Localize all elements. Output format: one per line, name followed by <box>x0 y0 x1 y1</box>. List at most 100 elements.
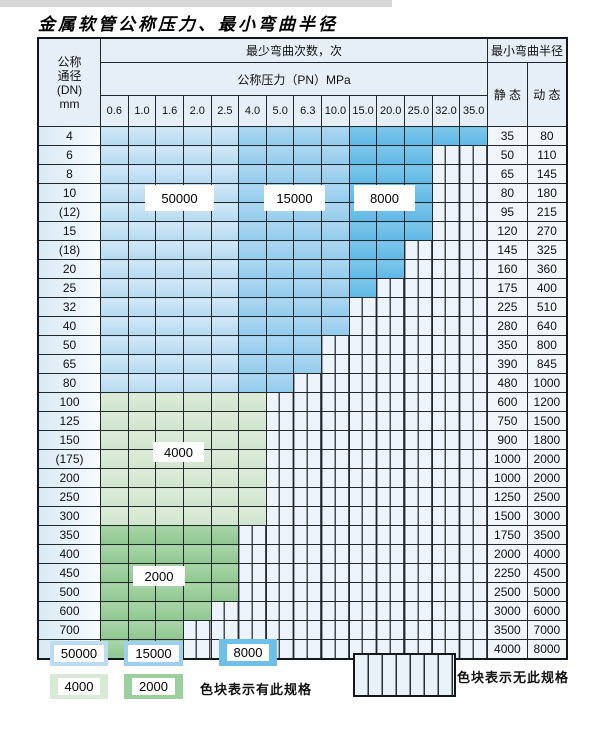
no-spec-cell <box>404 316 433 336</box>
spec-available-cell <box>155 221 184 241</box>
spec-available-cell <box>182 563 212 583</box>
pressure-column-header: 35.0 <box>459 95 488 127</box>
bend-cycles-header: 最少弯曲次数，次 <box>100 37 488 63</box>
no-spec-cell <box>431 506 461 526</box>
spec-available-cell <box>265 126 295 146</box>
no-spec-cell <box>321 430 350 450</box>
spec-available-cell <box>265 240 295 260</box>
static-radius-cell: 1500 <box>487 506 528 526</box>
spec-available-cell <box>321 221 350 241</box>
spec-available-cell <box>265 145 295 165</box>
no-spec-cell <box>431 221 461 241</box>
static-radius-cell: 1250 <box>487 487 528 507</box>
spec-available-cell <box>210 297 240 317</box>
spec-available-cell <box>100 316 129 336</box>
dn-cell: 700 <box>37 620 101 640</box>
no-spec-cell <box>321 468 350 488</box>
static-radius-cell: 1000 <box>487 468 528 488</box>
no-spec-cell <box>321 392 350 412</box>
no-spec-cell <box>431 468 461 488</box>
spec-available-cell <box>210 126 240 146</box>
spec-available-cell <box>238 316 267 336</box>
spec-available-cell <box>321 278 350 298</box>
spec-available-cell <box>100 392 129 412</box>
spec-available-cell <box>210 145 240 165</box>
no-spec-cell <box>293 582 323 602</box>
no-spec-cell <box>265 449 295 469</box>
no-spec-cell <box>459 316 488 336</box>
spec-available-cell <box>238 278 267 298</box>
no-spec-cell <box>210 601 240 621</box>
spec-available-cell <box>348 164 378 184</box>
spec-available-cell <box>155 316 184 336</box>
spec-available-cell <box>265 259 295 279</box>
spec-available-cell <box>238 240 267 260</box>
table-row: 125 750 1500 <box>37 411 568 431</box>
spec-available-cell <box>182 506 212 526</box>
spec-table-wrapper: 公称 通径 (DN) mm 最少弯曲次数，次 最小弯曲半径 公称压力（PN）MP… <box>37 37 568 660</box>
spec-available-cell <box>127 221 157 241</box>
pressure-column-header: 25.0 <box>404 95 433 127</box>
spec-available-cell <box>127 126 157 146</box>
spec-available-cell <box>182 259 212 279</box>
spec-available-cell <box>182 373 212 393</box>
no-spec-cell <box>348 487 378 507</box>
pressure-column-header: 1.6 <box>155 95 184 127</box>
no-spec-cell <box>293 601 323 621</box>
dynamic-radius-cell: 3500 <box>526 525 568 545</box>
dynamic-radius-cell: 8000 <box>526 639 568 660</box>
dynamic-radius-cell: 6000 <box>526 601 568 621</box>
no-spec-cell <box>459 601 488 621</box>
static-radius-cell: 95 <box>487 202 528 222</box>
dn-cell: 250 <box>37 487 101 507</box>
spec-available-cell <box>321 202 350 222</box>
no-spec-cell <box>321 544 350 564</box>
spec-available-cell <box>348 221 378 241</box>
pressure-column-header: 15.0 <box>348 95 378 127</box>
dynamic-radius-cell: 1000 <box>526 373 568 393</box>
spec-available-cell <box>155 392 184 412</box>
no-spec-cell <box>459 506 488 526</box>
static-radius-cell: 2500 <box>487 582 528 602</box>
no-spec-cell <box>321 506 350 526</box>
spec-available-cell <box>293 335 323 355</box>
no-spec-cell <box>182 639 212 660</box>
no-spec-cell <box>265 430 295 450</box>
no-spec-cell <box>293 544 323 564</box>
legend-chip-50000: 50000 <box>50 641 108 666</box>
spec-available-cell <box>376 259 406 279</box>
no-spec-cell <box>459 544 488 564</box>
spec-available-cell <box>127 468 157 488</box>
spec-available-cell <box>100 430 129 450</box>
spec-available-cell <box>100 620 129 640</box>
spec-available-cell <box>100 506 129 526</box>
dn-header-line: 通径 <box>57 68 82 83</box>
no-spec-cell <box>321 582 350 602</box>
dn-cell: 150 <box>37 430 101 450</box>
spec-available-cell <box>238 202 267 222</box>
dn-cell: 200 <box>37 468 101 488</box>
spec-available-cell <box>210 202 240 222</box>
no-spec-cell <box>376 316 406 336</box>
spec-available-cell <box>348 145 378 165</box>
spec-available-cell <box>321 164 350 184</box>
no-spec-cell <box>404 354 433 374</box>
no-spec-cell <box>431 544 461 564</box>
spec-available-cell <box>238 506 267 526</box>
no-spec-cell <box>265 582 295 602</box>
no-spec-cell <box>376 278 406 298</box>
no-spec-cell <box>293 506 323 526</box>
no-spec-cell <box>459 297 488 317</box>
spec-available-cell <box>100 240 129 260</box>
legend-no-spec-note: 色块表示无此规格 <box>457 670 570 685</box>
dynamic-radius-cell: 1800 <box>526 430 568 450</box>
spec-available-cell <box>238 373 267 393</box>
no-spec-cell <box>404 430 433 450</box>
no-spec-cell <box>459 259 488 279</box>
no-spec-cell <box>238 601 267 621</box>
no-spec-cell <box>265 468 295 488</box>
spec-available-cell <box>155 278 184 298</box>
legend-chip-15000: 15000 <box>124 641 183 666</box>
spec-available-cell <box>182 221 212 241</box>
